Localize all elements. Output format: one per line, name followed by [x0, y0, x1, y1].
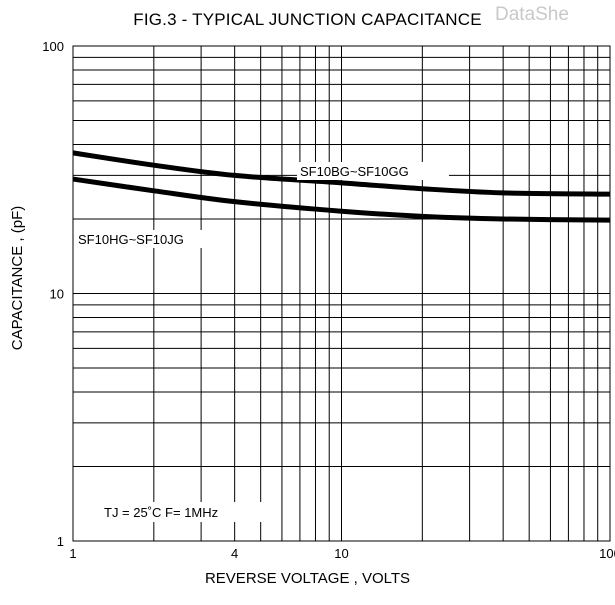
series-label-bg [297, 162, 449, 180]
x-axis-label: REVERSE VOLTAGE , VOLTS [204, 570, 411, 587]
annotation-bg [100, 502, 272, 522]
series-layer [72, 150, 611, 223]
series-label-0: SF10BG~SF10GG [300, 164, 409, 179]
plot-frame [72, 45, 611, 542]
annotations: SF10BG~SF10GG SF10HG~SF10JG TJ = 25˚C F= 1… [75, 162, 449, 522]
x-tick-label: 1 [69, 546, 76, 561]
watermark: DataShe [495, 4, 569, 25]
series-label-1: SF10HG~SF10JG [78, 232, 184, 247]
x-tick-label: 4 [231, 546, 238, 561]
x-tick-label: 10 [334, 546, 348, 561]
grid-lines [73, 46, 610, 541]
y-tick-label: 10 [50, 287, 64, 302]
series-label-bg [75, 230, 203, 248]
tick-labels: 1 4 10 100 1 10 100 [42, 39, 615, 561]
x-tick-label: 100 [599, 546, 615, 561]
series-line-1 [72, 176, 611, 223]
y-tick-label: 100 [42, 39, 64, 54]
series-line-0 [72, 150, 611, 197]
y-tick-label: 1 [57, 534, 64, 549]
conditions-annotation: TJ = 25˚C F= 1MHz [104, 505, 218, 520]
chart-title: FIG.3 - TYPICAL JUNCTION CAPACITANCE [133, 10, 482, 29]
